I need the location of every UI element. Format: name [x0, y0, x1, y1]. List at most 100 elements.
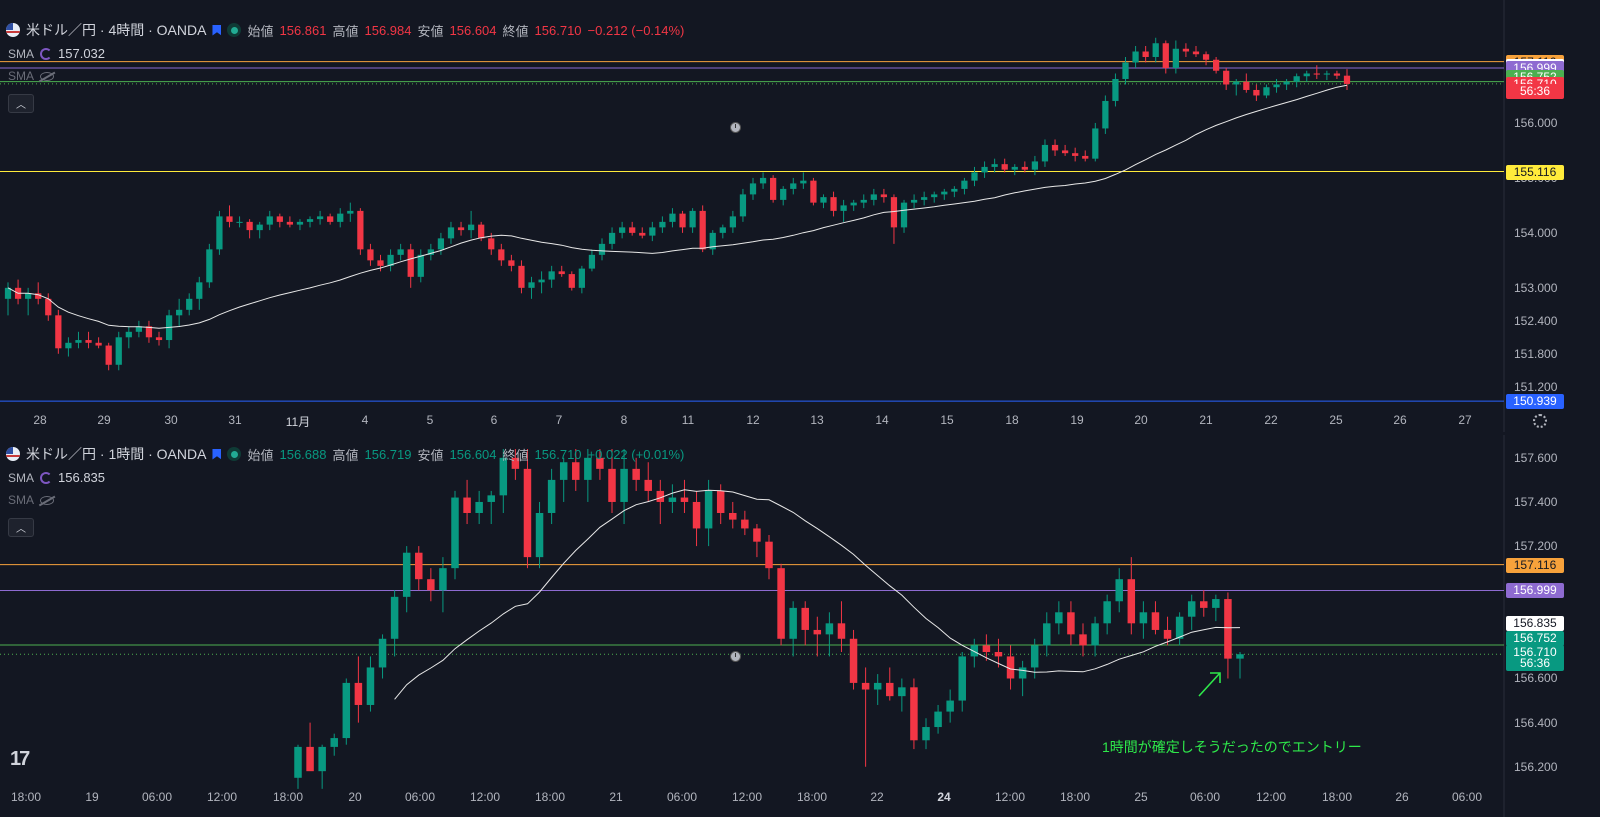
bottom-sma-indicator-hidden[interactable]: SMA: [8, 493, 55, 507]
candle[interactable]: [668, 484, 677, 513]
candle[interactable]: [457, 221, 465, 236]
candle[interactable]: [55, 309, 62, 354]
candle[interactable]: [922, 718, 930, 750]
candle[interactable]: [951, 186, 958, 198]
candle[interactable]: [994, 638, 1003, 668]
bottom-sma-indicator[interactable]: SMA 156.835: [8, 470, 105, 485]
candle[interactable]: [75, 331, 82, 349]
bottom-chart-canvas[interactable]: [0, 435, 1600, 817]
candle[interactable]: [1122, 56, 1129, 85]
candle[interactable]: [741, 510, 749, 536]
candle[interactable]: [1223, 67, 1230, 90]
candle[interactable]: [1055, 601, 1063, 635]
candle[interactable]: [1263, 84, 1270, 99]
candle[interactable]: [316, 210, 324, 225]
top-chart-pane[interactable]: 米ドル／円 · 4時間 · OANDA 始値 156.861 高値 156.984 …: [0, 0, 1600, 432]
candle[interactable]: [1236, 652, 1244, 679]
tradingview-logo[interactable]: 17: [10, 748, 30, 770]
candle[interactable]: [789, 601, 797, 657]
candle[interactable]: [704, 479, 713, 547]
candle[interactable]: [206, 243, 213, 288]
candle[interactable]: [1293, 73, 1300, 88]
candle[interactable]: [417, 249, 424, 283]
candle[interactable]: [1051, 139, 1059, 156]
top-symbol-title[interactable]: 米ドル／円 · 4時間 · OANDA: [26, 22, 207, 38]
candle[interactable]: [296, 219, 304, 231]
candle[interactable]: [800, 172, 807, 189]
candle[interactable]: [196, 276, 203, 310]
candle[interactable]: [528, 276, 535, 299]
candle[interactable]: [1273, 78, 1280, 93]
candle[interactable]: [256, 221, 263, 239]
candle[interactable]: [1233, 78, 1240, 96]
candle[interactable]: [427, 243, 434, 261]
candle[interactable]: [407, 243, 414, 288]
bottom-chart-pane[interactable]: 米ドル／円 · 1時間 · OANDA 始値 156.688 高値 156.719 …: [0, 435, 1600, 817]
candle[interactable]: [85, 331, 92, 349]
candle[interactable]: [1092, 122, 1099, 162]
candle[interactable]: [644, 462, 652, 502]
candle[interactable]: [1006, 645, 1015, 690]
candle[interactable]: [810, 177, 817, 206]
candle[interactable]: [719, 224, 726, 239]
candle[interactable]: [330, 733, 338, 756]
candle[interactable]: [753, 524, 761, 558]
candle[interactable]: [1283, 78, 1290, 90]
candle[interactable]: [572, 449, 580, 491]
candle[interactable]: [318, 744, 326, 789]
candle[interactable]: [849, 629, 858, 690]
candle[interactable]: [1202, 51, 1210, 66]
candle[interactable]: [65, 337, 72, 357]
candle[interactable]: [548, 265, 555, 288]
candle[interactable]: [982, 634, 991, 661]
candle[interactable]: [1041, 139, 1049, 167]
top-sma-indicator-hidden[interactable]: SMA: [8, 69, 55, 83]
candle[interactable]: [467, 210, 475, 239]
candle[interactable]: [294, 744, 302, 789]
candle[interactable]: [538, 271, 545, 294]
candle[interactable]: [991, 158, 998, 173]
candle[interactable]: [447, 221, 455, 244]
candle[interactable]: [656, 479, 665, 525]
eye-off-icon[interactable]: [40, 71, 55, 81]
candle[interactable]: [880, 188, 888, 203]
candle[interactable]: [176, 298, 183, 327]
candle[interactable]: [427, 568, 435, 602]
candle[interactable]: [629, 221, 636, 236]
candle[interactable]: [387, 249, 394, 272]
candle[interactable]: [25, 287, 32, 316]
candle[interactable]: [679, 210, 686, 233]
candle[interactable]: [578, 265, 585, 294]
candle[interactable]: [981, 161, 988, 178]
candle[interactable]: [115, 331, 122, 371]
candle[interactable]: [535, 501, 544, 569]
candle[interactable]: [1018, 660, 1027, 697]
candle[interactable]: [659, 216, 666, 233]
candle[interactable]: [971, 166, 978, 187]
candle[interactable]: [961, 177, 968, 195]
clock-icon[interactable]: [730, 651, 741, 662]
candle[interactable]: [970, 638, 979, 668]
candle[interactable]: [1112, 73, 1119, 107]
candle[interactable]: [1187, 594, 1196, 630]
sma-line[interactable]: [7, 84, 1348, 329]
candle[interactable]: [1139, 601, 1148, 639]
candle[interactable]: [588, 249, 596, 272]
candle[interactable]: [390, 590, 399, 657]
collapse-legend-button[interactable]: ︿: [8, 518, 34, 537]
candle[interactable]: [276, 213, 283, 228]
candle[interactable]: [850, 199, 857, 211]
candle[interactable]: [729, 210, 736, 233]
candle[interactable]: [790, 177, 797, 195]
candle[interactable]: [1313, 65, 1320, 79]
candle[interactable]: [498, 243, 505, 266]
candle[interactable]: [1132, 46, 1139, 68]
candle[interactable]: [378, 634, 387, 679]
candle[interactable]: [402, 546, 411, 613]
candle[interactable]: [1253, 84, 1260, 101]
candle[interactable]: [135, 320, 143, 338]
candle[interactable]: [1115, 568, 1123, 613]
candle[interactable]: [547, 468, 556, 525]
candle[interactable]: [105, 342, 112, 371]
candle[interactable]: [825, 612, 834, 657]
